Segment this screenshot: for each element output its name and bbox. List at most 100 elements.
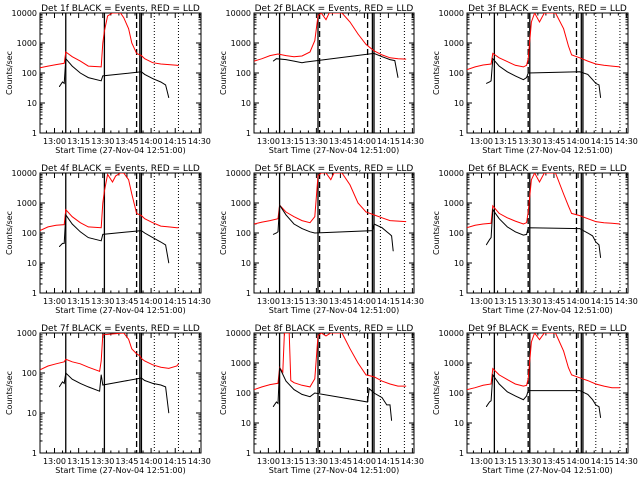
data-point-lld bbox=[123, 333, 124, 334]
data-point-lld bbox=[88, 226, 89, 228]
x-tick-label: 13:30 bbox=[305, 297, 328, 306]
y-tick-label: 10 bbox=[27, 259, 37, 268]
x-tick-label: 14:30 bbox=[615, 297, 638, 306]
data-point-events bbox=[579, 228, 580, 229]
data-point-events bbox=[168, 262, 170, 264]
data-point-lld bbox=[168, 368, 170, 369]
x-tick-label: 14:00 bbox=[140, 457, 163, 466]
data-point-lld bbox=[587, 218, 589, 219]
data-point-events bbox=[272, 60, 274, 62]
x-tick-label: 13:30 bbox=[305, 137, 328, 146]
data-point-lld bbox=[152, 222, 153, 223]
series-events bbox=[486, 57, 602, 98]
data-point-events bbox=[523, 234, 524, 236]
data-point-lld bbox=[168, 226, 170, 228]
data-point-events bbox=[368, 388, 370, 389]
data-point-lld bbox=[254, 60, 255, 62]
data-point-events bbox=[80, 231, 81, 233]
x-tick-label: 13:00 bbox=[43, 137, 66, 146]
data-point-lld bbox=[365, 44, 367, 45]
data-point-events bbox=[490, 237, 492, 238]
data-point-lld bbox=[333, 333, 335, 334]
data-point-lld bbox=[365, 374, 367, 376]
series-lld bbox=[467, 173, 621, 229]
data-point-lld bbox=[100, 360, 102, 362]
data-point-lld bbox=[357, 33, 359, 35]
x-tick-label: 13:45 bbox=[542, 137, 565, 146]
x-tick-label: 13:15 bbox=[67, 137, 90, 146]
data-point-events bbox=[587, 394, 589, 395]
panel-title: Det 1f BLACK = Events, RED = LLD bbox=[41, 4, 200, 14]
data-point-events bbox=[600, 257, 601, 259]
data-point-events bbox=[492, 209, 494, 210]
data-point-lld bbox=[579, 377, 580, 379]
data-point-lld bbox=[47, 226, 49, 228]
data-point-lld bbox=[579, 57, 580, 59]
data-point-events bbox=[523, 79, 524, 80]
data-point-lld bbox=[333, 13, 335, 14]
data-point-events bbox=[301, 62, 303, 63]
data-point-lld bbox=[587, 60, 589, 62]
data-point-lld bbox=[136, 353, 137, 355]
panel-det-6f: Det 6f BLACK = Events, RED = LLD 1 10 100 10… bbox=[432, 164, 638, 315]
data-point-lld bbox=[107, 15, 108, 17]
data-point-lld bbox=[563, 28, 564, 30]
data-point-lld bbox=[547, 13, 548, 14]
series-lld bbox=[467, 333, 620, 391]
data-point-lld bbox=[526, 385, 527, 386]
data-point-lld bbox=[99, 371, 100, 372]
data-point-lld bbox=[526, 65, 527, 66]
data-point-lld bbox=[55, 64, 57, 65]
data-point-lld bbox=[397, 385, 399, 387]
series-lld bbox=[254, 333, 406, 391]
data-point-events bbox=[71, 378, 73, 380]
data-point-lld bbox=[178, 65, 179, 66]
data-point-lld bbox=[341, 333, 343, 334]
data-point-lld bbox=[555, 333, 556, 334]
y-tick-label: 1 bbox=[32, 129, 37, 138]
y-tick-label: 10 bbox=[454, 259, 464, 268]
data-point-lld bbox=[292, 381, 293, 382]
x-tick-label: 13:30 bbox=[91, 297, 114, 306]
data-point-lld bbox=[357, 202, 359, 204]
data-point-events bbox=[59, 386, 60, 388]
data-point-lld bbox=[320, 173, 322, 174]
data-point-lld bbox=[474, 387, 476, 389]
y-tick-label: 1000 bbox=[17, 199, 37, 208]
data-point-events bbox=[592, 79, 593, 80]
data-point-events bbox=[277, 403, 279, 404]
data-point-events bbox=[373, 223, 375, 225]
data-point-events bbox=[527, 72, 529, 74]
data-point-events bbox=[515, 395, 516, 397]
data-point-events bbox=[309, 396, 311, 398]
x-tick-label: 13:30 bbox=[91, 137, 114, 146]
data-point-events bbox=[144, 232, 145, 234]
data-point-lld bbox=[120, 13, 121, 14]
data-point-lld bbox=[611, 65, 613, 67]
y-tick-label: 100 bbox=[236, 229, 251, 238]
data-point-events bbox=[489, 81, 490, 83]
data-point-lld bbox=[176, 365, 178, 367]
data-point-lld bbox=[611, 223, 613, 224]
series-group bbox=[40, 13, 179, 98]
data-point-lld bbox=[515, 65, 516, 66]
data-point-events bbox=[62, 81, 63, 83]
data-point-events bbox=[304, 61, 306, 63]
data-point-lld bbox=[595, 383, 597, 385]
x-tick-label: 14:00 bbox=[567, 457, 590, 466]
y-tick-label: 1 bbox=[459, 129, 464, 138]
series-lld bbox=[40, 173, 179, 232]
y-tick-label: 10000 bbox=[439, 9, 464, 18]
data-point-events bbox=[277, 231, 279, 233]
data-point-lld bbox=[88, 65, 89, 67]
data-point-lld bbox=[71, 361, 73, 363]
series-group bbox=[40, 333, 179, 414]
series-group bbox=[254, 333, 407, 421]
data-point-events bbox=[279, 367, 280, 368]
data-point-events bbox=[498, 383, 500, 385]
data-point-lld bbox=[55, 363, 57, 365]
data-point-events bbox=[595, 241, 597, 243]
data-point-lld bbox=[595, 63, 597, 65]
data-point-lld bbox=[160, 366, 162, 368]
data-point-events bbox=[587, 232, 589, 234]
